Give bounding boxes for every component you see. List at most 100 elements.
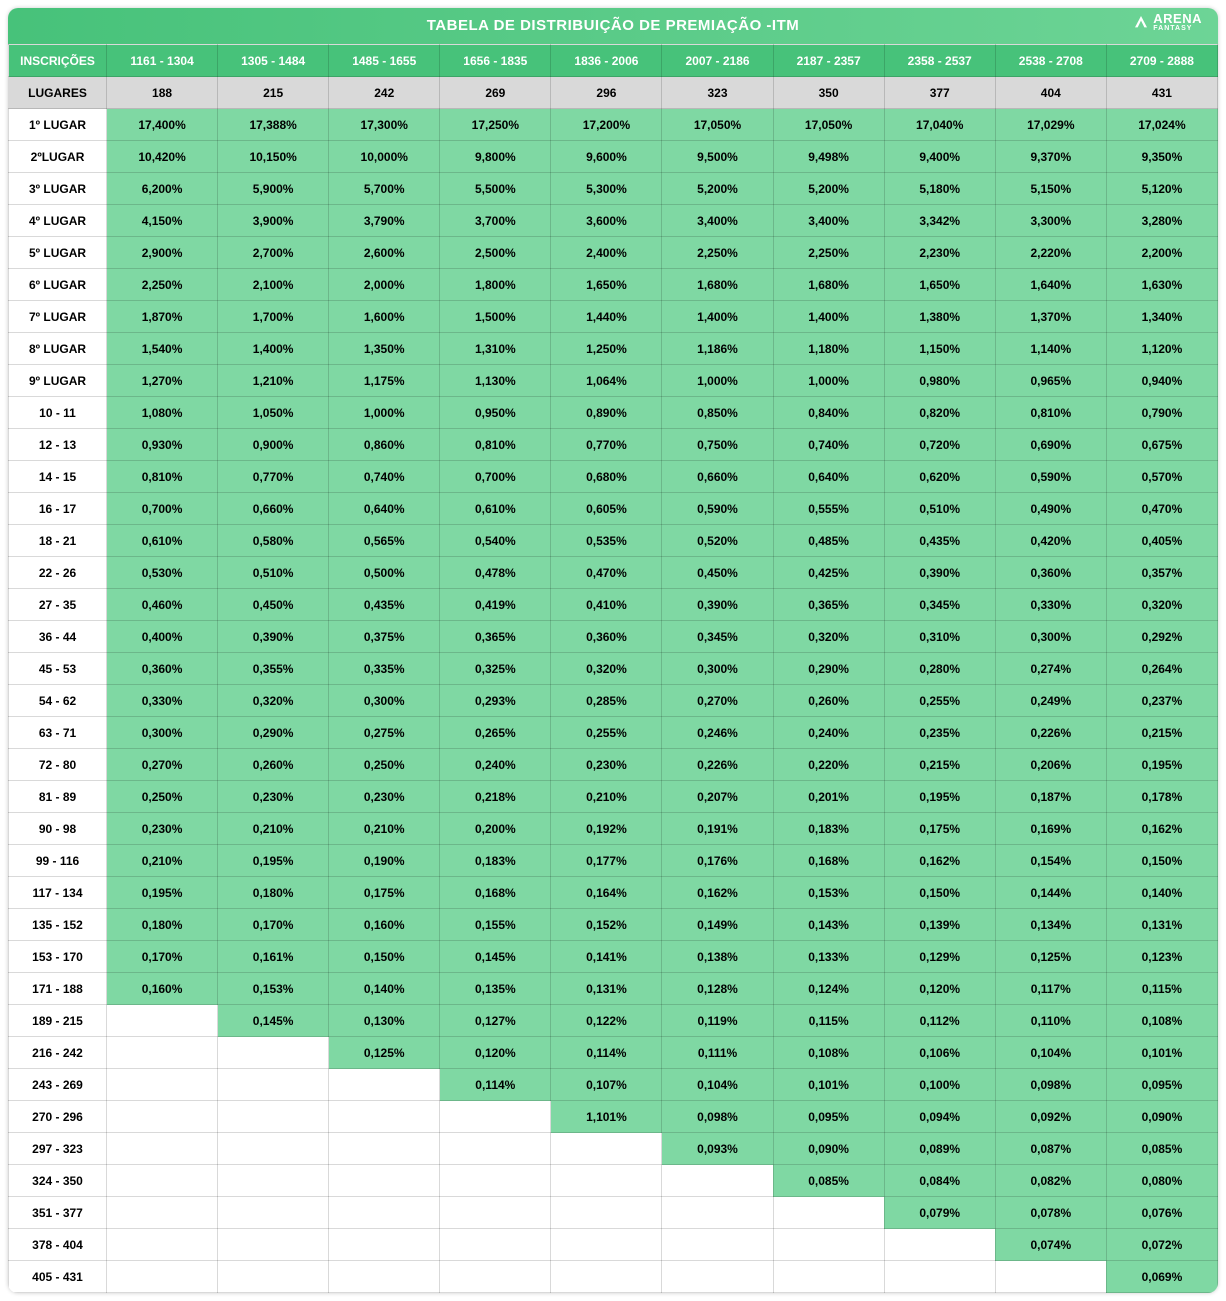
percent-cell: 0,330% [107,685,218,717]
percent-cell: 9,800% [440,141,551,173]
percent-cell: 0,115% [773,1005,884,1037]
percent-cell: 0,255% [884,685,995,717]
percent-cell: 10,000% [329,141,440,173]
empty-cell [551,1133,662,1165]
percent-cell: 0,840% [773,397,884,429]
percent-cell: 1,400% [662,301,773,333]
table-row: 270 - 2961,101%0,098%0,095%0,094%0,092%0… [9,1101,1218,1133]
table-row: 135 - 1520,180%0,170%0,160%0,155%0,152%0… [9,909,1218,941]
percent-cell: 0,144% [995,877,1106,909]
percent-cell: 0,275% [329,717,440,749]
percent-cell: 0,177% [551,845,662,877]
empty-cell [107,1005,218,1037]
percent-cell: 0,345% [662,621,773,653]
percent-cell: 1,210% [218,365,329,397]
percent-cell: 0,195% [884,781,995,813]
percent-cell: 0,980% [884,365,995,397]
percent-cell: 0,850% [662,397,773,429]
percent-cell: 0,124% [773,973,884,1005]
percent-cell: 0,084% [884,1165,995,1197]
percent-cell: 0,249% [995,685,1106,717]
percent-cell: 0,274% [995,653,1106,685]
percent-cell: 0,210% [329,813,440,845]
percent-cell: 0,087% [995,1133,1106,1165]
percent-cell: 0,183% [440,845,551,877]
percent-cell: 0,510% [884,493,995,525]
percent-cell: 0,390% [884,557,995,589]
title-bar: TABELA DE DISTRIBUIÇÃO DE PREMIAÇÃO -ITM… [8,8,1218,44]
empty-cell [218,1133,329,1165]
table-row: 8º LUGAR1,540%1,400%1,350%1,310%1,250%1,… [9,333,1218,365]
percent-cell: 17,388% [218,109,329,141]
table-row: 9º LUGAR1,270%1,210%1,175%1,130%1,064%1,… [9,365,1218,397]
empty-cell [551,1261,662,1293]
empty-cell [440,1261,551,1293]
empty-cell [995,1261,1106,1293]
percent-cell: 0,111% [662,1037,773,1069]
row-label: 135 - 152 [9,909,107,941]
percent-cell: 1,400% [218,333,329,365]
percent-cell: 0,310% [884,621,995,653]
percent-cell: 0,170% [218,909,329,941]
percent-cell: 0,101% [773,1069,884,1101]
row-label: 90 - 98 [9,813,107,845]
percent-cell: 0,210% [551,781,662,813]
percent-cell: 2,230% [884,237,995,269]
percent-cell: 0,965% [995,365,1106,397]
percent-cell: 0,180% [107,909,218,941]
col-header-range: 1161 - 1304 [107,45,218,77]
row-label: 14 - 15 [9,461,107,493]
percent-cell: 0,122% [551,1005,662,1037]
row-label: 171 - 188 [9,973,107,1005]
percent-cell: 2,250% [662,237,773,269]
percent-cell: 0,100% [884,1069,995,1101]
percent-cell: 17,029% [995,109,1106,141]
empty-cell [440,1101,551,1133]
percent-cell: 0,153% [218,973,329,1005]
percent-cell: 0,540% [440,525,551,557]
percent-cell: 1,175% [329,365,440,397]
percent-cell: 0,675% [1106,429,1217,461]
percent-cell: 0,535% [551,525,662,557]
percent-cell: 0,098% [662,1101,773,1133]
percent-cell: 0,290% [773,653,884,685]
percent-cell: 0,072% [1106,1229,1217,1261]
percent-cell: 1,640% [995,269,1106,301]
percent-cell: 0,660% [662,461,773,493]
percent-cell: 0,555% [773,493,884,525]
table-row: 405 - 4310,069% [9,1261,1218,1293]
percent-cell: 0,290% [218,717,329,749]
percent-cell: 0,640% [329,493,440,525]
percent-cell: 0,810% [440,429,551,461]
percent-cell: 5,900% [218,173,329,205]
percent-cell: 1,000% [662,365,773,397]
lugares-count: 296 [551,77,662,109]
percent-cell: 0,620% [884,461,995,493]
percent-cell: 0,590% [995,461,1106,493]
percent-cell: 3,400% [662,205,773,237]
col-header-range: 2538 - 2708 [995,45,1106,77]
percent-cell: 1,380% [884,301,995,333]
table-row: 117 - 1340,195%0,180%0,175%0,168%0,164%0… [9,877,1218,909]
percent-cell: 0,104% [662,1069,773,1101]
row-label: 1º LUGAR [9,109,107,141]
percent-cell: 0,175% [884,813,995,845]
percent-cell: 0,215% [884,749,995,781]
percent-cell: 0,080% [1106,1165,1217,1197]
percent-cell: 0,345% [884,589,995,621]
percent-cell: 0,090% [1106,1101,1217,1133]
percent-cell: 0,110% [995,1005,1106,1037]
row-label: 5º LUGAR [9,237,107,269]
percent-cell: 0,240% [773,717,884,749]
percent-cell: 0,082% [995,1165,1106,1197]
row-label: 216 - 242 [9,1037,107,1069]
table-row: 54 - 620,330%0,320%0,300%0,293%0,285%0,2… [9,685,1218,717]
percent-cell: 0,069% [1106,1261,1217,1293]
row-label: 36 - 44 [9,621,107,653]
percent-cell: 5,500% [440,173,551,205]
row-label: 63 - 71 [9,717,107,749]
lugares-count: 242 [329,77,440,109]
percent-cell: 0,264% [1106,653,1217,685]
percent-cell: 0,230% [329,781,440,813]
percent-cell: 0,162% [1106,813,1217,845]
